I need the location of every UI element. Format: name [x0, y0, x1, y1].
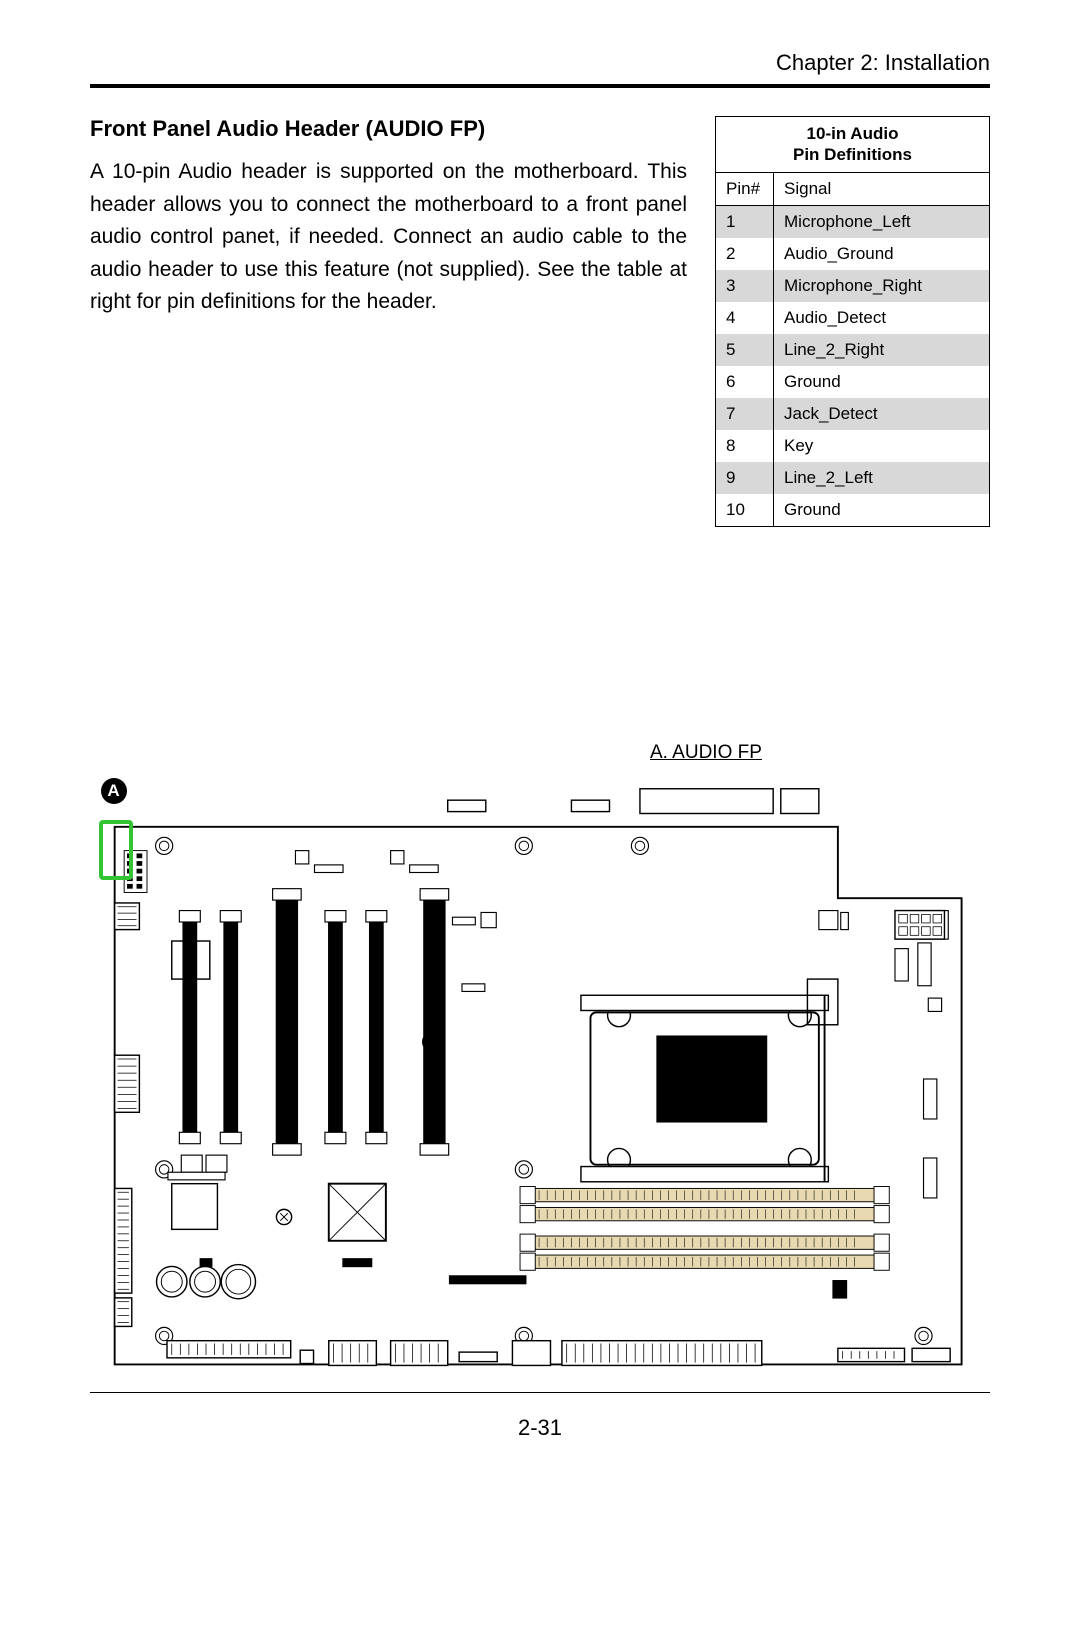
pin-col-header: Pin# [716, 172, 774, 205]
pin-row: 3Microphone_Right [716, 270, 990, 302]
footer-rule [90, 1392, 990, 1393]
chapter-header: Chapter 2: Installation [90, 50, 990, 76]
pin-row: 4Audio_Detect [716, 302, 990, 334]
pin-row: 9Line_2_Left [716, 462, 990, 494]
pin-row: 8Key [716, 430, 990, 462]
signal-col-header: Signal [774, 172, 990, 205]
motherboard-svg: Cϵ [93, 784, 988, 1374]
pin-row: 10Ground [716, 494, 990, 527]
pin-row: 6Ground [716, 366, 990, 398]
callout-badge: A [101, 778, 127, 804]
motherboard-diagram: A Cϵ [93, 784, 988, 1374]
header-rule [90, 84, 990, 88]
section-title: Front Panel Audio Header (AUDIO FP) [90, 116, 687, 142]
pin-table-title: 10-in Audio Pin Definitions [716, 117, 990, 173]
audio-header-highlight [99, 820, 133, 880]
pin-row: 7Jack_Detect [716, 398, 990, 430]
pin-row: 5Line_2_Right [716, 334, 990, 366]
body-paragraph: A 10-pin Audio header is supported on th… [90, 156, 687, 319]
pin-row: 2Audio_Ground [716, 238, 990, 270]
svg-text:Cϵ: Cϵ [417, 1022, 443, 1049]
diagram-callout-label: A. AUDIO FP [650, 742, 990, 764]
pin-definition-table: 10-in Audio Pin Definitions Pin# Signal … [715, 116, 990, 527]
page-number: 2-31 [90, 1415, 990, 1441]
pin-row: 1Microphone_Left [716, 205, 990, 238]
